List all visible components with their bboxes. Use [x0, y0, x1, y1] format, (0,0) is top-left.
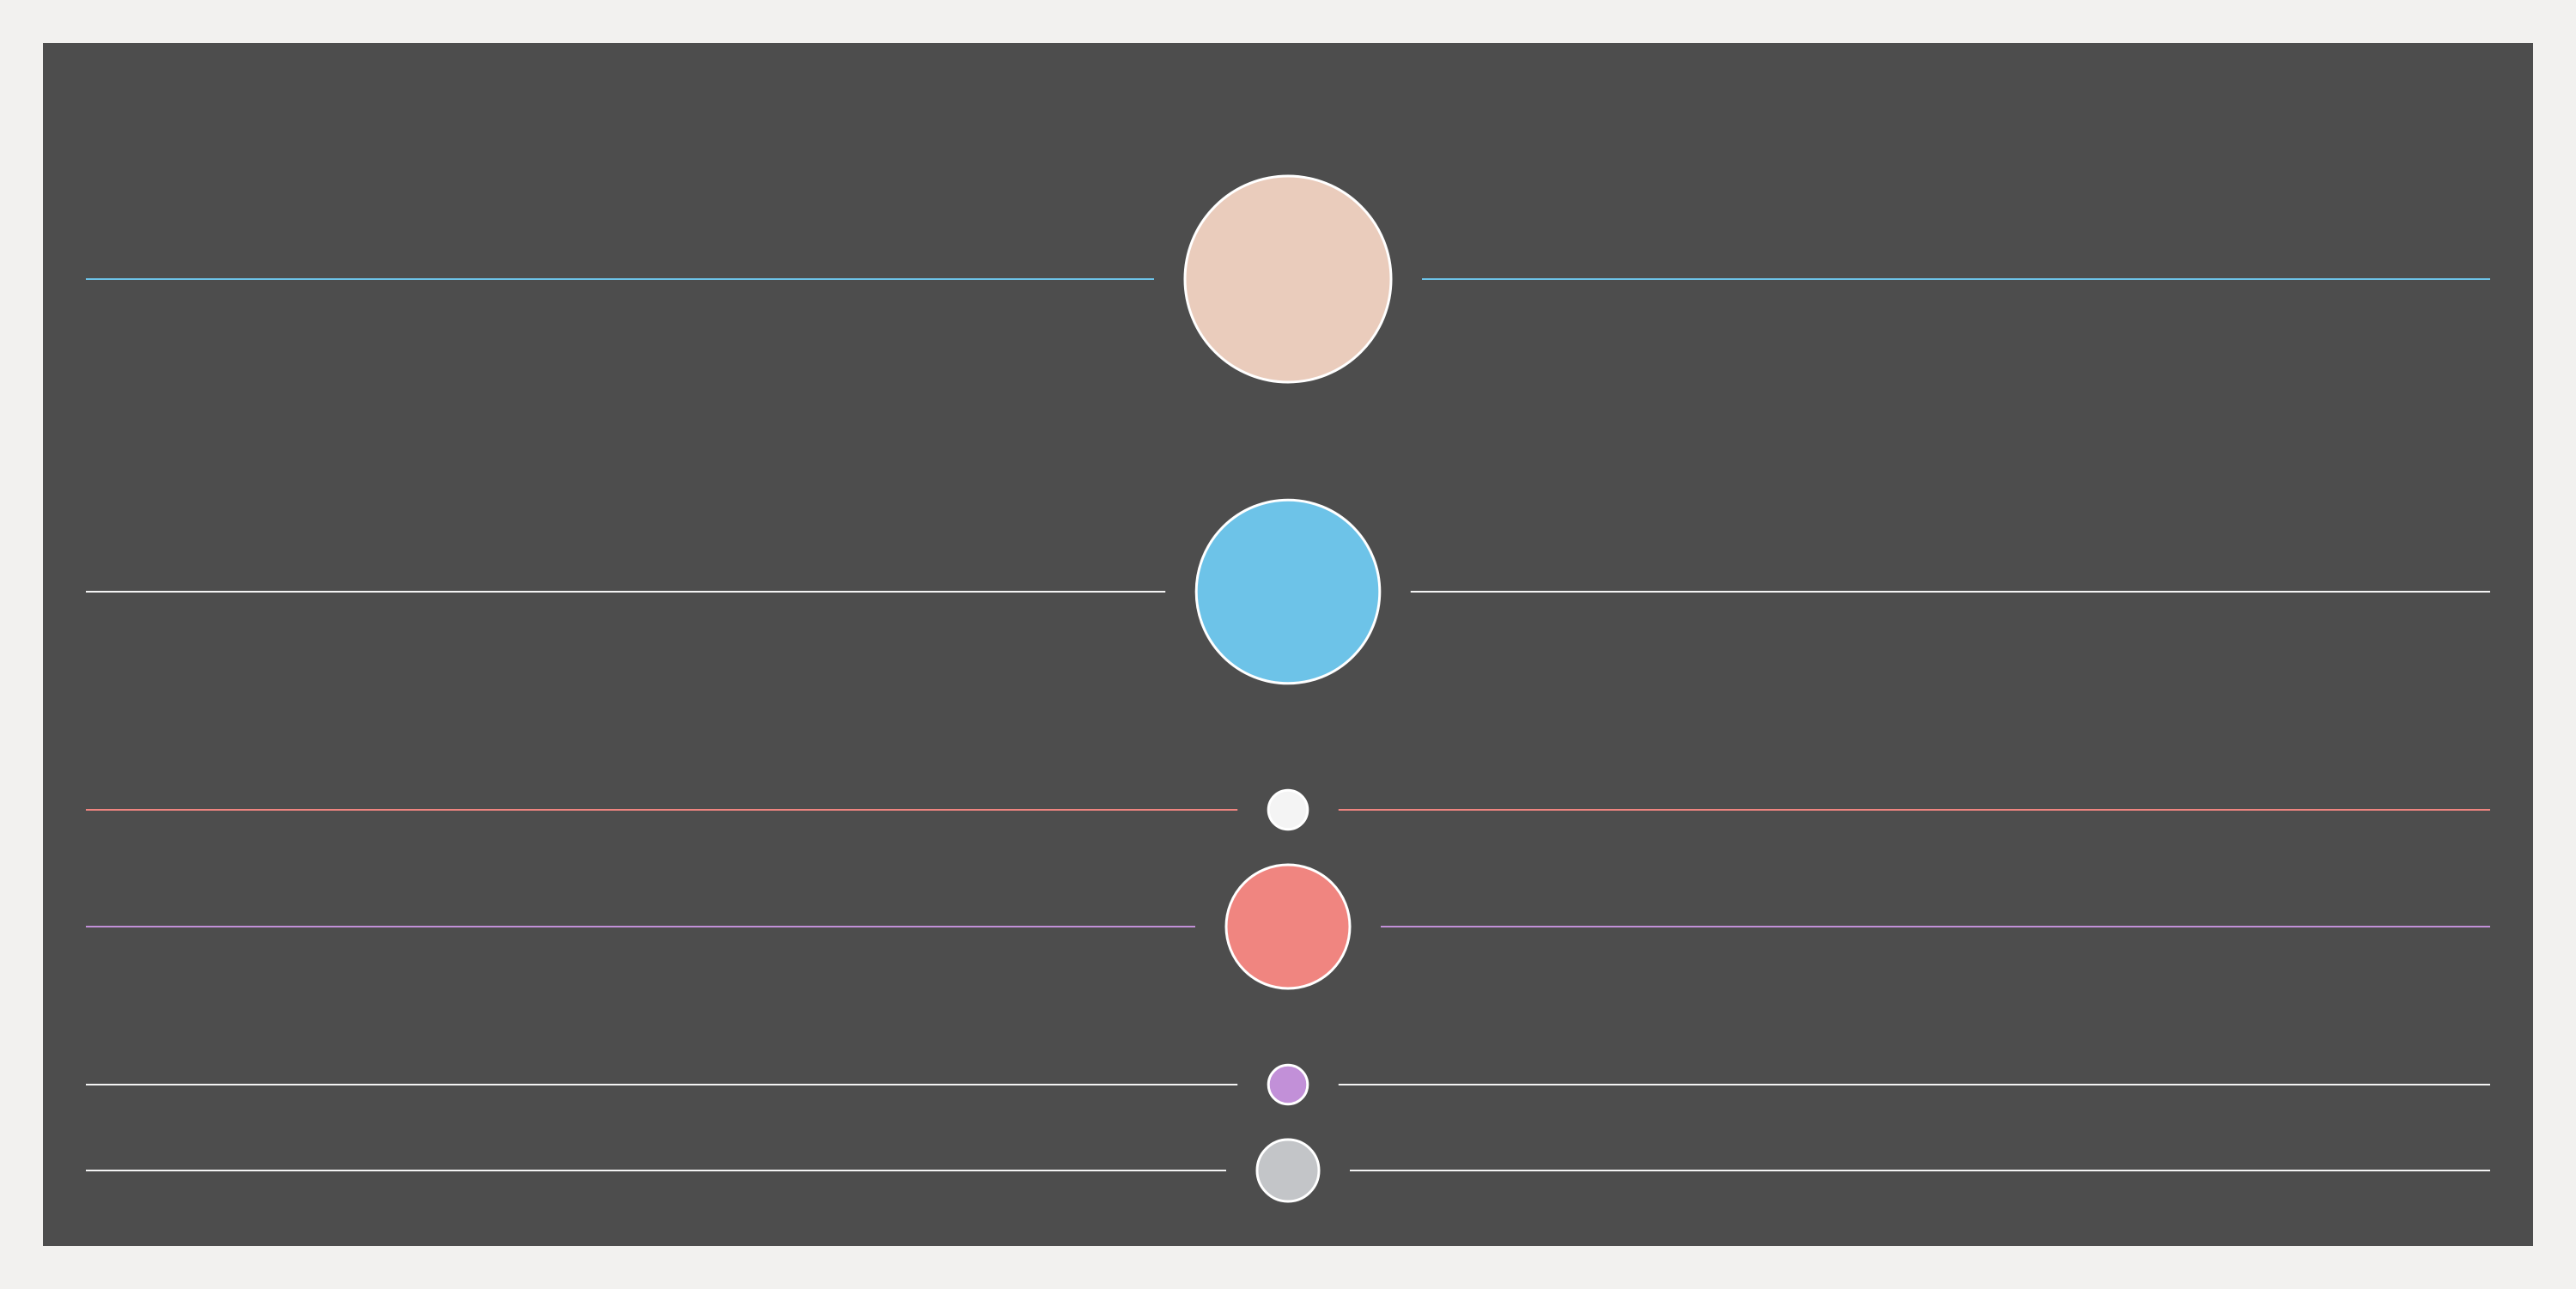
row-circle	[1183, 174, 1393, 384]
row-circle	[1194, 498, 1382, 685]
row-circle	[1224, 863, 1352, 990]
row-circle	[1267, 788, 1309, 831]
diagram-canvas	[43, 43, 2533, 1246]
row-circle	[1267, 1063, 1309, 1106]
row-circle	[1255, 1138, 1321, 1203]
rows-group	[86, 174, 2490, 1203]
